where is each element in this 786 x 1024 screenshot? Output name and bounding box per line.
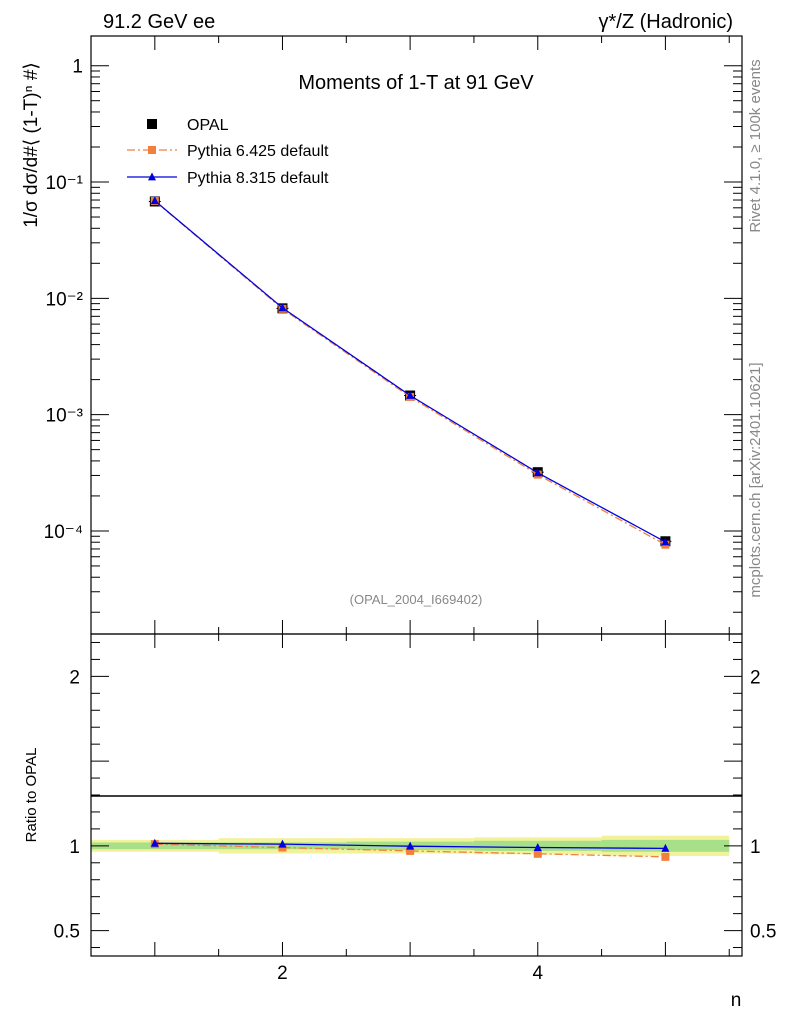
legend-entry: OPAL: [147, 117, 229, 134]
pythia6-ratio-point: [661, 852, 670, 861]
y-tick-label-right: 2: [750, 667, 761, 688]
pythia8-ratio-point: [406, 841, 415, 850]
legend: OPAL Pythia 6.425 default Pythia 8.315 def…: [127, 117, 329, 187]
y-tick-label: 10⁻¹: [46, 173, 84, 194]
pythia8-point: [406, 390, 415, 399]
legend-entry: Pythia 8.315 default: [127, 170, 329, 187]
x-tick-label: 4: [532, 963, 543, 984]
legend-label: OPAL: [187, 117, 229, 134]
pythia8-point: [533, 468, 542, 477]
y-tick-label-right: 1: [750, 837, 761, 858]
ratio-y-axis-label: Ratio to OPAL: [23, 748, 40, 843]
y-tick-label: 10⁻²: [46, 289, 84, 310]
pythia6-line: [154, 200, 666, 546]
pythia6-ratio-point: [406, 846, 415, 855]
legend-marker: [148, 146, 156, 154]
pythia6-ratio-line: [154, 843, 666, 858]
ratio-plot-panel: 2 4 0.5 0.5 1 1 2 2 Ratio to OPAL n: [23, 633, 776, 1011]
pythia8-point: [150, 196, 159, 205]
pythia8-ratio-point: [150, 838, 159, 847]
header-right-label: γ*/Z (Hadronic): [599, 11, 733, 33]
y-tick-label: 0.5: [54, 922, 80, 943]
pythia8-ratio-point: [278, 839, 287, 848]
y-tick-label: 1: [69, 837, 80, 858]
x-axis-label: n: [731, 990, 742, 1011]
y-tick-label: 10⁻⁴: [44, 522, 83, 543]
pythia8-ratio-point: [533, 842, 542, 851]
y-tick-label-right: 0.5: [750, 922, 776, 943]
y-tick-label: 1: [72, 57, 83, 78]
analysis-watermark: (OPAL_2004_I669402): [350, 592, 483, 607]
plot-title: Moments of 1-T at 91 GeV: [298, 72, 534, 94]
legend-label: Pythia 6.425 default: [187, 143, 329, 160]
header-left-label: 91.2 GeV ee: [103, 11, 215, 33]
legend-marker: [147, 119, 157, 129]
y-tick-label: 10⁻³: [46, 406, 84, 427]
pythia8-point: [278, 303, 287, 312]
main-plot-panel: 1 10⁻¹ 10⁻² 10⁻³ 10⁻⁴ Moments of 1-T at 91 G…: [21, 35, 743, 635]
legend-label: Pythia 8.315 default: [187, 170, 329, 187]
legend-entry: Pythia 6.425 default: [127, 143, 329, 160]
pythia8-point: [661, 537, 670, 546]
rivet-version-label: Rivet 4.1.0, ≥ 100k events: [747, 59, 764, 232]
legend-marker: [148, 172, 156, 181]
pythia8-ratio-point: [661, 843, 670, 852]
pythia8-line: [154, 200, 666, 543]
mcplots-source-label: mcplots.cern.ch [arXiv:2401.10621]: [747, 362, 764, 597]
y-tick-label: 2: [69, 667, 80, 688]
x-tick-label: 2: [277, 963, 288, 984]
main-y-axis-label: 1/σ dσ/d#⟨ (1-T)ⁿ #⟩: [21, 62, 42, 228]
pythia6-ratio-point: [533, 849, 542, 858]
ratio-plot-frame: [90, 633, 743, 957]
